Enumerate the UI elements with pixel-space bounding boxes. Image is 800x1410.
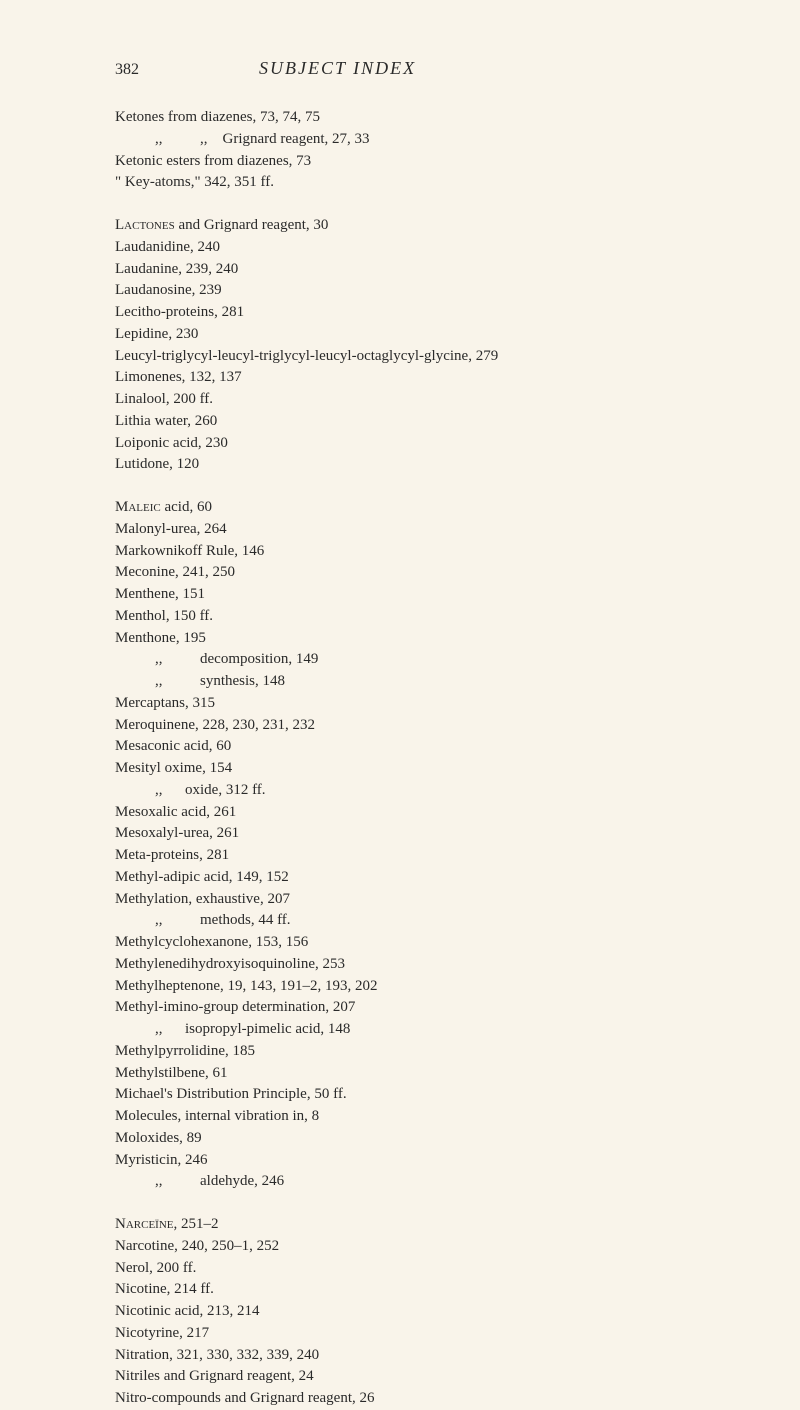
index-entry: Meroquinene, 228, 230, 231, 232 bbox=[115, 715, 705, 737]
page-header: 382 SUBJECT INDEX bbox=[115, 58, 705, 79]
index-entry: Menthol, 150 ff. bbox=[115, 606, 705, 628]
index-entry: Laudanosine, 239 bbox=[115, 280, 705, 302]
index-entry: Menthone, 195 bbox=[115, 628, 705, 650]
index-entry: Nitro-compounds and Grignard reagent, 26 bbox=[115, 1388, 705, 1410]
index-entry: Markownikoff Rule, 146 bbox=[115, 541, 705, 563]
index-block: Maleic acid, 60Malonyl-urea, 264Markowni… bbox=[115, 497, 705, 1193]
index-entry: Methylpyrrolidine, 185 bbox=[115, 1041, 705, 1063]
index-entry: Mesoxalic acid, 261 bbox=[115, 802, 705, 824]
index-entry: Meta-proteins, 281 bbox=[115, 845, 705, 867]
index-entry: Lepidine, 230 bbox=[115, 324, 705, 346]
index-entry: Lutidone, 120 bbox=[115, 454, 705, 476]
index-entry: Limonenes, 132, 137 bbox=[115, 367, 705, 389]
index-entry: Methylenedihydroxyisoquinoline, 253 bbox=[115, 954, 705, 976]
page-number: 382 bbox=[115, 61, 139, 79]
index-entry: Methylstilbene, 61 bbox=[115, 1063, 705, 1085]
index-entry: Laudanidine, 240 bbox=[115, 237, 705, 259]
index-content: Ketones from diazenes, 73, 74, 75,, ,, G… bbox=[115, 107, 705, 1410]
index-entry: Molecules, internal vibration in, 8 bbox=[115, 1106, 705, 1128]
index-entry: ,, isopropyl-pimelic acid, 148 bbox=[115, 1019, 705, 1041]
index-entry: ,, decomposition, 149 bbox=[115, 649, 705, 671]
index-entry: Nicotine, 214 ff. bbox=[115, 1279, 705, 1301]
index-entry: Methylation, exhaustive, 207 bbox=[115, 889, 705, 911]
index-block: Narceïne, 251–2Narcotine, 240, 250–1, 25… bbox=[115, 1214, 705, 1410]
index-entry: Lecitho-proteins, 281 bbox=[115, 302, 705, 324]
index-entry: Menthene, 151 bbox=[115, 584, 705, 606]
index-entry: Methyl-adipic acid, 149, 152 bbox=[115, 867, 705, 889]
index-entry: Malonyl-urea, 264 bbox=[115, 519, 705, 541]
index-entry: Maleic acid, 60 bbox=[115, 497, 705, 519]
index-entry: " Key-atoms," 342, 351 ff. bbox=[115, 172, 705, 194]
index-entry: Myristicin, 246 bbox=[115, 1150, 705, 1172]
page-title: SUBJECT INDEX bbox=[259, 58, 416, 79]
index-entry: Lithia water, 260 bbox=[115, 411, 705, 433]
index-entry: ,, oxide, 312 ff. bbox=[115, 780, 705, 802]
index-entry: ,, ,, Grignard reagent, 27, 33 bbox=[115, 129, 705, 151]
entry-lead-word: Narceïne bbox=[115, 1216, 174, 1232]
index-entry: Lactones and Grignard reagent, 30 bbox=[115, 215, 705, 237]
index-block: Ketones from diazenes, 73, 74, 75,, ,, G… bbox=[115, 107, 705, 194]
index-entry: Methyl-imino-group determination, 207 bbox=[115, 997, 705, 1019]
index-entry: Mercaptans, 315 bbox=[115, 693, 705, 715]
index-entry: Linalool, 200 ff. bbox=[115, 389, 705, 411]
index-entry: Laudanine, 239, 240 bbox=[115, 259, 705, 281]
index-entry: Meconine, 241, 250 bbox=[115, 562, 705, 584]
index-entry: Nitriles and Grignard reagent, 24 bbox=[115, 1366, 705, 1388]
index-entry: Mesaconic acid, 60 bbox=[115, 736, 705, 758]
index-entry: ,, aldehyde, 246 bbox=[115, 1171, 705, 1193]
index-block: Lactones and Grignard reagent, 30Laudani… bbox=[115, 215, 705, 476]
index-entry: Narcotine, 240, 250–1, 252 bbox=[115, 1236, 705, 1258]
index-entry: Ketones from diazenes, 73, 74, 75 bbox=[115, 107, 705, 129]
index-entry: Nerol, 200 ff. bbox=[115, 1258, 705, 1280]
index-entry: Ketonic esters from diazenes, 73 bbox=[115, 151, 705, 173]
index-entry: Moloxides, 89 bbox=[115, 1128, 705, 1150]
index-entry: Methylheptenone, 19, 143, 191–2, 193, 20… bbox=[115, 976, 705, 998]
index-entry: Mesoxalyl-urea, 261 bbox=[115, 823, 705, 845]
index-entry: Michael's Distribution Principle, 50 ff. bbox=[115, 1084, 705, 1106]
index-entry: Mesityl oxime, 154 bbox=[115, 758, 705, 780]
index-entry: Leucyl-triglycyl-leucyl-triglycyl-leucyl… bbox=[115, 346, 705, 368]
index-entry: ,, synthesis, 148 bbox=[115, 671, 705, 693]
index-entry: Narceïne, 251–2 bbox=[115, 1214, 705, 1236]
entry-lead-word: Maleic bbox=[115, 499, 161, 515]
index-entry: ,, methods, 44 ff. bbox=[115, 910, 705, 932]
index-entry: Nicotyrine, 217 bbox=[115, 1323, 705, 1345]
entry-lead-word: Lactones bbox=[115, 217, 175, 233]
index-entry: Nicotinic acid, 213, 214 bbox=[115, 1301, 705, 1323]
index-entry: Methylcyclohexanone, 153, 156 bbox=[115, 932, 705, 954]
index-entry: Loiponic acid, 230 bbox=[115, 433, 705, 455]
